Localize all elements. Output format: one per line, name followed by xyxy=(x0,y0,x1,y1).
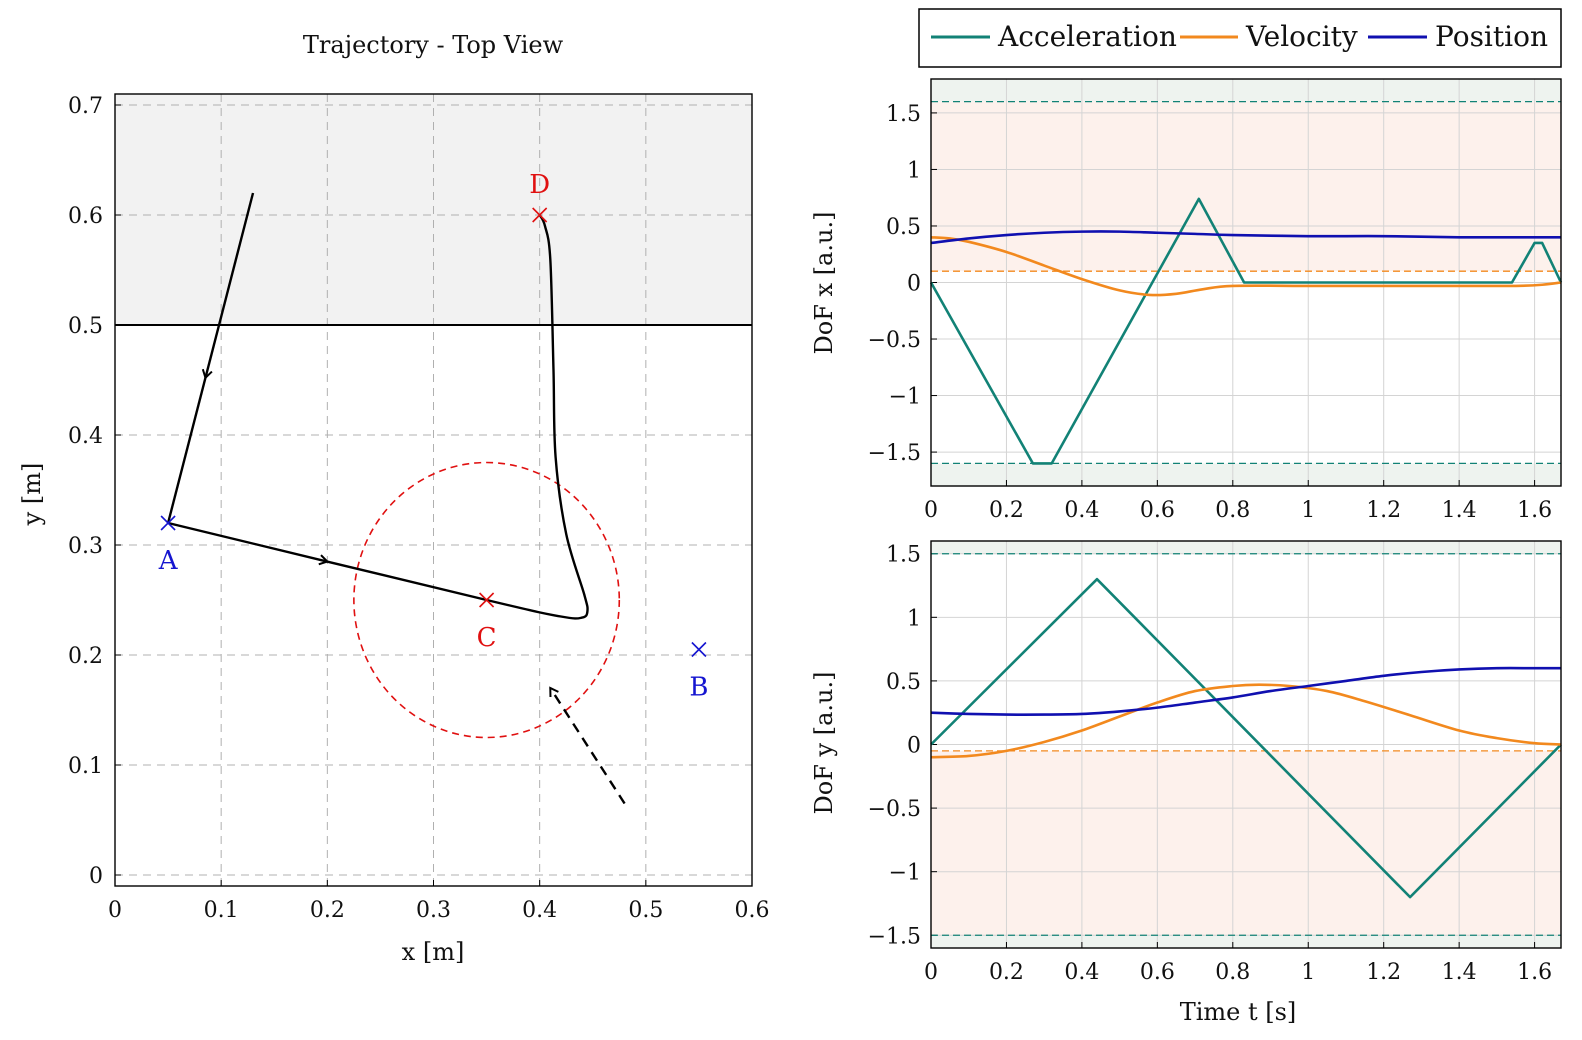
legend-label-position: Position xyxy=(1435,20,1548,53)
x-tick-label: 0 xyxy=(924,960,938,985)
y-tick-label: 0.3 xyxy=(68,534,103,559)
obstacle-circle xyxy=(353,461,621,739)
dof-x-content: 0 0.2 0.4 0.6 0.8 1 1.2 1.4 1.6 −1.5 −1 −0.5 0 0.5 1 1.… xyxy=(868,78,1563,523)
series-position-line xyxy=(930,666,1561,716)
y-tick-label: 0 xyxy=(907,734,921,759)
x-tick-label: 0.3 xyxy=(416,898,451,923)
velocity-limit-band xyxy=(931,750,1561,936)
y-tick-label: 0.7 xyxy=(68,94,103,119)
dof-y-plot: 0 0.2 0.4 0.6 0.8 1 1.2 1.4 1.6 −1.5 −1 −0.5 0 0.5 1 1.… xyxy=(810,540,1562,1026)
dof-y-xlabel: Time t [s] xyxy=(1180,998,1297,1026)
accel-limit-band-top xyxy=(931,79,1561,102)
trajectory-segment-1 xyxy=(166,192,255,524)
x-tick-label: 0.4 xyxy=(522,898,557,923)
x-tick-label: 0.2 xyxy=(310,898,345,923)
x-tick-label: 0 xyxy=(924,498,938,523)
x-tick-label: 1.2 xyxy=(1366,960,1401,985)
series-acceleration-line xyxy=(930,577,1562,899)
y-tick-label: 1.5 xyxy=(886,543,921,568)
x-tick-label: 1.2 xyxy=(1366,498,1401,523)
x-tick-label: 0.8 xyxy=(1215,498,1250,523)
y-tick-label: 1 xyxy=(907,158,921,183)
x-tick-label: 1 xyxy=(1301,960,1315,985)
approach-arrow-line xyxy=(549,687,626,805)
series-velocity-line xyxy=(930,683,1562,759)
trajectory-xlabel: x [m] xyxy=(402,938,465,966)
x-tick-label: 1.4 xyxy=(1442,960,1477,985)
y-tick-label: −1 xyxy=(889,385,921,410)
y-tick-label: −0.5 xyxy=(868,328,921,353)
dof-y-ylabel: DoF y [a.u.] xyxy=(810,672,838,815)
legend-label-velocity: Velocity xyxy=(1245,20,1358,53)
x-tick-label: 0.2 xyxy=(989,960,1024,985)
accel-limit-band-bottom xyxy=(931,935,1561,948)
direction-arrow xyxy=(318,554,330,566)
series-position-line xyxy=(930,230,1561,245)
y-tick-label: 0.5 xyxy=(886,215,921,240)
legend-label-acceleration: Acceleration xyxy=(997,20,1177,53)
point-marker xyxy=(479,592,495,608)
x-tick-label: 0.6 xyxy=(735,898,770,923)
plot-frame xyxy=(930,540,1562,949)
x-tick-label: 1.4 xyxy=(1442,498,1477,523)
x-tick-label: 0.6 xyxy=(1140,498,1175,523)
point-label: B xyxy=(689,673,708,703)
accel-limit-band-bottom xyxy=(931,463,1561,486)
legend-frame xyxy=(918,8,1562,68)
y-tick-label: 0 xyxy=(89,864,103,889)
dof-x-plot: 0 0.2 0.4 0.6 0.8 1 1.2 1.4 1.6 −1.5 −1 −0.5 0 0.5 1 1.… xyxy=(810,78,1563,523)
x-tick-label: 0 xyxy=(108,898,122,923)
accel-limit-band-top xyxy=(931,541,1561,554)
y-tick-label: 0.5 xyxy=(68,314,103,339)
velocity-limit-band xyxy=(931,101,1561,272)
series-acceleration-line xyxy=(929,197,1563,465)
x-tick-label: 0.4 xyxy=(1064,498,1099,523)
trajectory-title: Trajectory - Top View xyxy=(303,31,564,59)
x-tick-label: 1 xyxy=(1301,498,1315,523)
y-tick-label: 0.5 xyxy=(886,670,921,695)
y-tick-label: 1 xyxy=(907,606,921,631)
y-tick-label: −0.5 xyxy=(868,797,921,822)
x-tick-label: 0.5 xyxy=(628,898,663,923)
approach-arrow-head xyxy=(549,686,559,698)
point-marker xyxy=(160,515,176,531)
y-tick-label: 0.6 xyxy=(68,204,103,229)
plot-frame xyxy=(114,93,753,887)
x-tick-label: 1.6 xyxy=(1517,960,1552,985)
plot-frame xyxy=(930,78,1562,487)
x-tick-label: 0.8 xyxy=(1215,960,1250,985)
point-marker xyxy=(532,207,548,223)
x-tick-label: 0.4 xyxy=(1064,960,1099,985)
trajectory-plot: Trajectory - Top View 0 0.1 0.2 0.3 0.4 0.5 0.… xyxy=(18,31,770,966)
y-tick-label: −1.5 xyxy=(868,441,921,466)
trajectory-ylabel: y [m] xyxy=(18,463,46,527)
y-tick-label: 1.5 xyxy=(886,102,921,127)
point-marker xyxy=(691,641,707,658)
trajectory-content: 0 0.1 0.2 0.3 0.4 0.5 0.6 0 0.1 0.2 0.3 0.4 0.5 0.6 0.… xyxy=(68,93,770,923)
x-tick-label: 1.6 xyxy=(1517,498,1552,523)
y-tick-label: 0.1 xyxy=(68,754,103,779)
point-label: A xyxy=(158,546,179,576)
legend: Acceleration Velocity Position xyxy=(918,8,1562,68)
x-tick-label: 0.6 xyxy=(1140,960,1175,985)
x-tick-label: 0.1 xyxy=(204,898,239,923)
y-tick-label: −1 xyxy=(889,861,921,886)
dof-x-ylabel: DoF x [a.u.] xyxy=(810,212,838,355)
point-label: D xyxy=(529,170,550,200)
dof-y-content: 0 0.2 0.4 0.6 0.8 1 1.2 1.4 1.6 −1.5 −1 −0.5 0 0.5 1 1.… xyxy=(868,540,1562,985)
y-tick-label: −1.5 xyxy=(868,924,921,949)
y-tick-label: 0.2 xyxy=(68,644,103,669)
direction-arrow xyxy=(201,368,213,380)
y-tick-label: 0.4 xyxy=(68,424,103,449)
y-tick-label: 0 xyxy=(907,272,921,297)
series-velocity-line xyxy=(930,235,1562,297)
x-tick-label: 0.2 xyxy=(989,498,1024,523)
point-label: C xyxy=(477,623,497,653)
